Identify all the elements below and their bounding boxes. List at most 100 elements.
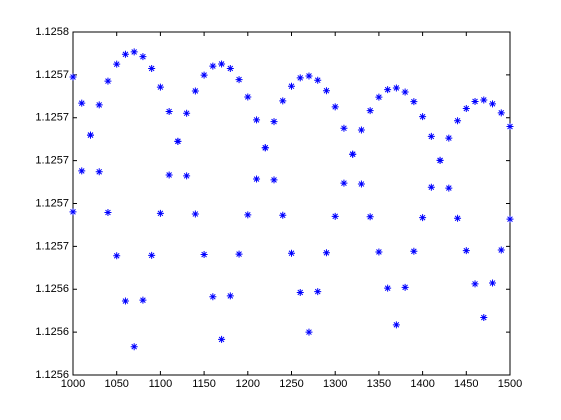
marker — [445, 134, 453, 142]
marker — [331, 212, 339, 220]
marker — [95, 168, 103, 176]
marker — [497, 246, 505, 254]
marker — [296, 74, 304, 82]
marker — [366, 213, 374, 221]
marker — [288, 82, 295, 90]
marker — [454, 214, 462, 222]
y-tick-label: 1.1256 — [35, 369, 69, 381]
marker — [244, 93, 252, 101]
marker — [305, 72, 313, 80]
marker — [314, 288, 322, 296]
marker — [462, 247, 470, 255]
marker — [331, 103, 339, 111]
marker — [462, 105, 470, 113]
marker — [121, 50, 129, 58]
marker — [253, 116, 261, 124]
marker — [69, 73, 77, 81]
marker — [322, 249, 330, 257]
marker — [410, 247, 418, 255]
marker — [78, 167, 86, 175]
marker — [209, 293, 217, 301]
marker — [357, 180, 365, 188]
marker — [235, 76, 243, 84]
marker — [95, 101, 103, 109]
marker — [480, 314, 488, 322]
marker — [419, 214, 427, 222]
x-tick-label: 1150 — [192, 378, 216, 390]
marker — [191, 87, 199, 95]
marker — [130, 343, 138, 351]
marker — [148, 64, 156, 72]
marker — [279, 211, 287, 219]
x-tick-label: 1200 — [236, 378, 260, 390]
x-tick-label: 1400 — [410, 378, 434, 390]
marker — [366, 107, 374, 115]
marker — [218, 60, 226, 68]
x-tick-label: 1000 — [61, 378, 85, 390]
marker — [392, 321, 400, 329]
x-tick-label: 1300 — [323, 378, 347, 390]
y-tick-label: 1.1257 — [35, 197, 69, 209]
marker — [436, 156, 444, 164]
marker — [113, 60, 121, 68]
marker — [454, 117, 462, 125]
marker — [226, 292, 234, 300]
marker — [419, 113, 427, 121]
marker — [471, 97, 479, 105]
x-tick-label: 1250 — [279, 378, 303, 390]
marker — [78, 99, 86, 107]
marker — [218, 335, 226, 343]
marker — [349, 150, 357, 158]
marker — [191, 210, 199, 218]
marker — [489, 279, 497, 287]
marker — [497, 109, 505, 117]
marker — [183, 109, 191, 117]
marker — [86, 131, 94, 139]
marker — [489, 100, 497, 108]
y-tick-label: 1.1258 — [35, 26, 69, 38]
marker — [130, 48, 138, 56]
marker — [296, 288, 304, 296]
marker — [253, 175, 261, 183]
marker — [401, 283, 409, 291]
marker — [270, 118, 278, 126]
marker — [427, 183, 435, 191]
marker — [69, 208, 77, 216]
marker — [235, 250, 243, 258]
marker — [121, 297, 129, 305]
y-tick-label: 1.1257 — [35, 69, 69, 81]
marker — [506, 215, 514, 223]
marker — [104, 209, 112, 217]
marker — [375, 248, 383, 256]
y-tick-label: 1.1257 — [35, 112, 69, 124]
marker — [139, 296, 147, 304]
marker — [174, 137, 182, 145]
marker — [209, 62, 217, 70]
marker — [156, 209, 164, 217]
marker — [506, 123, 514, 131]
marker — [375, 93, 383, 101]
x-tick-label: 1050 — [104, 378, 128, 390]
marker — [384, 86, 392, 94]
marker — [305, 328, 313, 336]
marker — [340, 124, 348, 132]
marker — [113, 252, 121, 260]
marker — [148, 251, 156, 259]
marker — [314, 76, 322, 84]
marker — [183, 172, 191, 180]
marker — [279, 97, 287, 105]
marker — [288, 249, 295, 257]
marker — [427, 132, 435, 140]
marker — [156, 83, 164, 91]
y-tick-label: 1.1257 — [35, 155, 69, 167]
marker — [410, 98, 418, 106]
marker — [270, 176, 278, 184]
marker — [165, 108, 173, 116]
marker — [139, 53, 147, 61]
y-tick-label: 1.1256 — [35, 326, 69, 338]
marker — [104, 77, 112, 85]
x-tick-label: 1100 — [149, 378, 173, 390]
marker — [261, 144, 269, 152]
marker — [165, 171, 173, 179]
marker — [322, 87, 330, 95]
